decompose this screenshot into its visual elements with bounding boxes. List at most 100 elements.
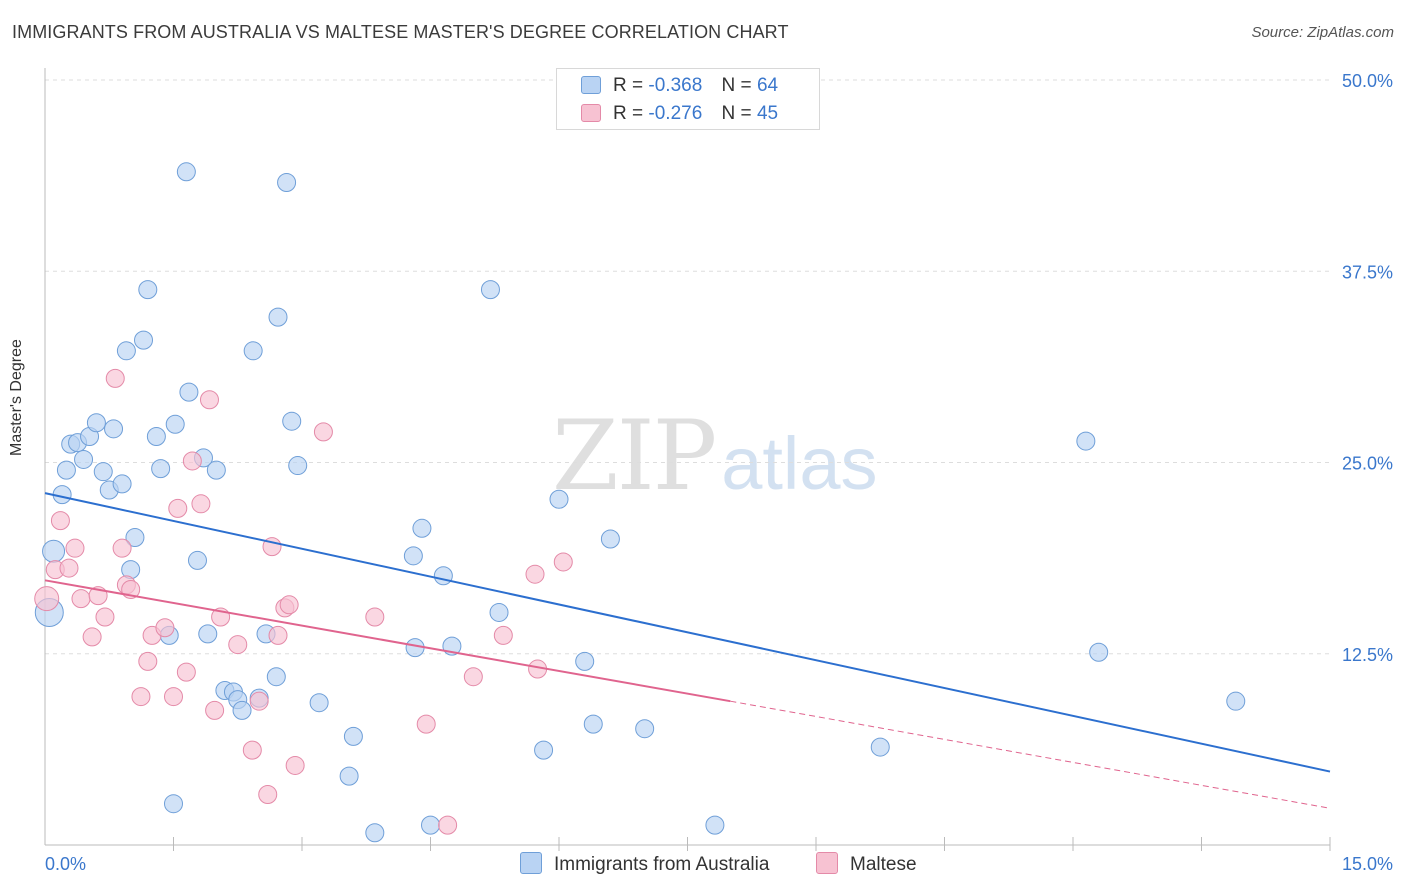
- data-point-australia: [268, 307, 288, 327]
- legend-swatch-maltese: [581, 104, 601, 122]
- legend-r-value-australia: -0.368: [648, 75, 703, 96]
- data-point-australia: [151, 459, 171, 479]
- data-point-maltese: [65, 538, 85, 558]
- data-point-maltese: [242, 740, 262, 760]
- axes: [44, 68, 1331, 851]
- data-point-australia: [42, 539, 66, 563]
- data-point-australia: [74, 449, 94, 469]
- data-point-maltese: [553, 552, 573, 572]
- data-point-australia: [309, 693, 329, 713]
- data-point-australia: [635, 719, 655, 739]
- data-point-australia: [146, 426, 166, 446]
- data-point-australia: [403, 546, 423, 566]
- y-tick-label: 25.0%: [1342, 454, 1393, 474]
- tick-labels: 12.5% 25.0% 37.5% 50.0% 0.0% 15.0%: [45, 71, 1393, 874]
- data-point-maltese: [365, 607, 385, 627]
- legend-r-value-maltese: -0.276: [648, 103, 703, 124]
- data-point-maltese: [82, 627, 102, 647]
- series-swatch-maltese: [816, 852, 838, 874]
- data-point-maltese: [463, 667, 483, 687]
- data-point-australia: [1226, 691, 1246, 711]
- data-point-maltese: [112, 538, 132, 558]
- data-point-australia: [343, 726, 363, 746]
- x-tick-label-max: 15.0%: [1342, 854, 1393, 874]
- correlation-legend: R = -0.368 N = 64 R = -0.276 N = 45: [556, 68, 820, 130]
- data-point-maltese: [438, 815, 458, 835]
- data-point-maltese: [71, 589, 91, 609]
- data-point-maltese: [95, 607, 115, 627]
- data-point-australia: [1089, 642, 1109, 662]
- data-point-australia: [365, 823, 385, 843]
- legend-row-australia: R = -0.368 N = 64: [581, 75, 778, 103]
- data-point-australia: [116, 341, 136, 361]
- data-point-australia: [206, 460, 226, 480]
- data-point-australia: [56, 460, 76, 480]
- data-point-australia: [266, 667, 286, 687]
- data-point-australia: [583, 714, 603, 734]
- series-legend-label: Immigrants from Australia: [554, 854, 770, 875]
- data-point-australia: [1076, 431, 1096, 451]
- data-point-australia: [112, 474, 132, 494]
- legend-r-label: R =: [613, 75, 644, 96]
- trend-line-maltese-extrapolated: [730, 700, 1331, 809]
- data-point-australia: [232, 700, 252, 720]
- data-point-maltese: [205, 700, 225, 720]
- data-point-maltese: [258, 785, 278, 805]
- data-point-australia: [421, 815, 440, 835]
- data-point-maltese: [416, 714, 436, 734]
- data-point-australia: [93, 462, 113, 482]
- data-point-australia: [138, 280, 158, 300]
- data-point-australia: [86, 413, 106, 433]
- watermark-zip: ZIP: [552, 400, 717, 512]
- data-point-maltese: [34, 586, 60, 612]
- data-point-maltese: [191, 494, 211, 514]
- data-point-maltese: [199, 390, 219, 410]
- y-tick-label: 50.0%: [1342, 71, 1393, 91]
- chart-title: IMMIGRANTS FROM AUSTRALIA VS MALTESE MAS…: [12, 22, 789, 42]
- data-point-australia: [870, 737, 890, 757]
- data-point-maltese: [285, 755, 305, 775]
- data-point-maltese: [59, 558, 79, 578]
- trend-line-australia: [44, 492, 1331, 773]
- data-point-australia: [339, 766, 359, 786]
- data-point-australia: [165, 414, 185, 434]
- legend-n-label: N =: [721, 75, 752, 96]
- data-point-australia: [104, 419, 124, 439]
- data-point-maltese: [525, 564, 545, 584]
- series-australia-points: [34, 162, 1246, 843]
- trend-line-maltese: [44, 579, 731, 703]
- data-point-australia: [134, 330, 154, 350]
- data-point-australia: [282, 411, 302, 431]
- series-legend-label: Maltese: [850, 854, 917, 875]
- source-label: Source: ZipAtlas.com: [1251, 24, 1394, 41]
- data-point-australia: [489, 602, 509, 622]
- data-point-maltese: [279, 595, 299, 615]
- data-point-maltese: [493, 625, 513, 645]
- data-point-maltese: [268, 625, 288, 645]
- data-point-maltese: [155, 618, 175, 638]
- data-point-australia: [243, 341, 263, 361]
- data-point-australia: [575, 651, 595, 671]
- series-legend-maltese[interactable]: Maltese: [816, 852, 917, 876]
- data-point-australia: [277, 173, 297, 193]
- data-point-maltese: [138, 651, 158, 671]
- data-point-maltese: [105, 368, 125, 388]
- grid: [45, 79, 1330, 655]
- data-point-maltese: [131, 687, 151, 707]
- data-point-australia: [125, 527, 145, 547]
- data-point-maltese: [164, 687, 183, 707]
- data-point-maltese: [50, 511, 70, 531]
- series-legend-australia[interactable]: Immigrants from Australia: [520, 852, 769, 876]
- legend-n-value-australia: 64: [756, 75, 779, 96]
- data-point-maltese: [168, 498, 188, 518]
- data-point-australia: [187, 550, 207, 570]
- data-point-australia: [164, 794, 183, 814]
- legend-r-label: R =: [613, 103, 644, 124]
- y-tick-label: 37.5%: [1342, 262, 1393, 282]
- data-point-maltese: [228, 635, 248, 655]
- data-point-maltese: [313, 422, 333, 442]
- y-axis-label: Master's Degree: [8, 339, 25, 456]
- trend-lines: [44, 492, 1331, 809]
- legend-n-value-maltese: 45: [756, 103, 779, 124]
